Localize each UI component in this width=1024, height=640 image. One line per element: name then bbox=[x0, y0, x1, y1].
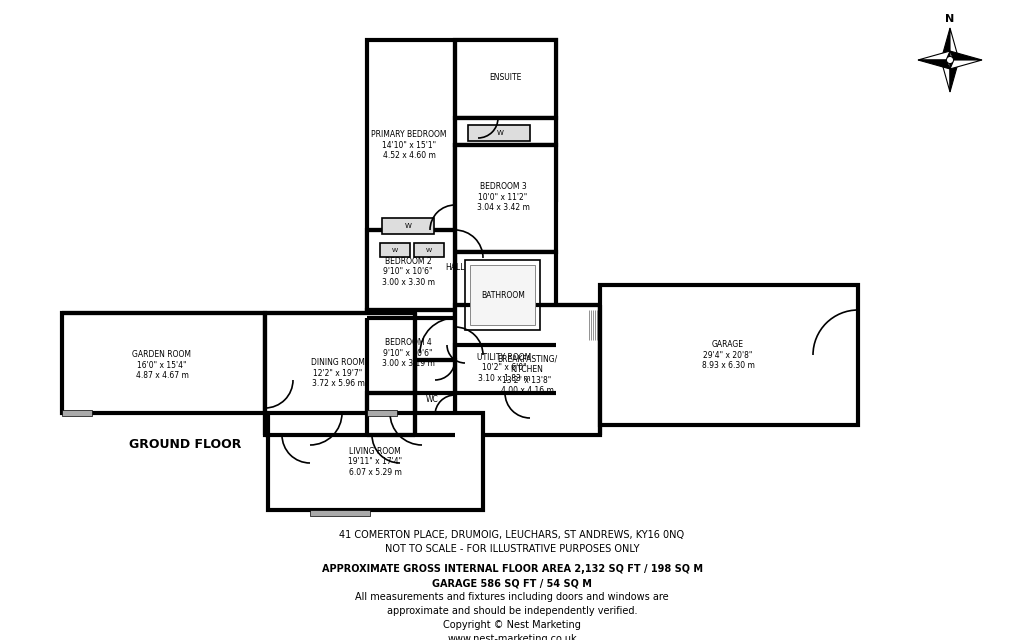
Polygon shape bbox=[455, 118, 556, 145]
Text: BATHROOM: BATHROOM bbox=[481, 291, 525, 300]
Polygon shape bbox=[455, 345, 556, 393]
Text: W: W bbox=[426, 248, 432, 253]
Text: HALL: HALL bbox=[445, 264, 465, 273]
Text: 41 COMERTON PLACE, DRUMOIG, LEUCHARS, ST ANDREWS, KY16 0NQ: 41 COMERTON PLACE, DRUMOIG, LEUCHARS, ST… bbox=[339, 530, 685, 540]
Polygon shape bbox=[268, 413, 483, 510]
Polygon shape bbox=[367, 310, 455, 393]
Polygon shape bbox=[367, 40, 556, 318]
Text: BREAKFASTING/
KITCHEN
13'2" x 13'8"
4.00 x 4.16 m: BREAKFASTING/ KITCHEN 13'2" x 13'8" 4.00… bbox=[497, 355, 557, 395]
Bar bbox=[62, 410, 92, 416]
Polygon shape bbox=[455, 40, 556, 118]
Text: GARDEN ROOM
16'0" x 15'4"
4.87 x 4.67 m: GARDEN ROOM 16'0" x 15'4" 4.87 x 4.67 m bbox=[132, 350, 191, 380]
Text: GARAGE
29'4" x 20'8"
8.93 x 6.30 m: GARAGE 29'4" x 20'8" 8.93 x 6.30 m bbox=[701, 340, 755, 370]
Bar bbox=[310, 510, 370, 516]
Text: N: N bbox=[945, 14, 954, 24]
Bar bbox=[367, 410, 397, 416]
Bar bbox=[382, 218, 434, 234]
Text: APPROXIMATE GROSS INTERNAL FLOOR AREA 2,132 SQ FT / 198 SQ M: APPROXIMATE GROSS INTERNAL FLOOR AREA 2,… bbox=[322, 564, 702, 574]
Polygon shape bbox=[600, 285, 858, 425]
Text: W: W bbox=[392, 248, 398, 253]
Text: PRIMARY BEDROOM
14'10" x 15'1"
4.52 x 4.60 m: PRIMARY BEDROOM 14'10" x 15'1" 4.52 x 4.… bbox=[372, 130, 446, 160]
Polygon shape bbox=[918, 51, 950, 60]
Text: BEDROOM 2
9'10" x 10'6"
3.00 x 3.30 m: BEDROOM 2 9'10" x 10'6" 3.00 x 3.30 m bbox=[382, 257, 434, 287]
Text: GARAGE 586 SQ FT / 54 SQ M: GARAGE 586 SQ FT / 54 SQ M bbox=[432, 578, 592, 588]
Polygon shape bbox=[367, 393, 455, 435]
Text: NOT TO SCALE - FOR ILLUSTRATIVE PURPOSES ONLY: NOT TO SCALE - FOR ILLUSTRATIVE PURPOSES… bbox=[385, 544, 639, 554]
Text: www.nest-marketing.co.uk: www.nest-marketing.co.uk bbox=[447, 634, 577, 640]
Text: ENSUITE: ENSUITE bbox=[488, 74, 521, 83]
Text: W: W bbox=[404, 223, 412, 229]
Polygon shape bbox=[950, 60, 958, 92]
Bar bbox=[468, 125, 530, 141]
Polygon shape bbox=[415, 360, 455, 435]
Polygon shape bbox=[62, 313, 265, 413]
Text: BEDROOM 3
10'0" x 11'2"
3.04 x 3.42 m: BEDROOM 3 10'0" x 11'2" 3.04 x 3.42 m bbox=[476, 182, 529, 212]
Polygon shape bbox=[918, 60, 950, 69]
Bar bbox=[380, 243, 410, 257]
Text: LIVING ROOM
19'11" x 17'4"
6.07 x 5.29 m: LIVING ROOM 19'11" x 17'4" 6.07 x 5.29 m bbox=[348, 447, 402, 477]
Polygon shape bbox=[950, 60, 982, 69]
Bar bbox=[414, 243, 444, 257]
Text: BEDROOM 4
9'10" x 10'6"
3.00 x 3.19 m: BEDROOM 4 9'10" x 10'6" 3.00 x 3.19 m bbox=[382, 338, 434, 368]
Bar bbox=[465, 260, 540, 330]
Polygon shape bbox=[950, 28, 958, 60]
Polygon shape bbox=[950, 51, 982, 60]
Text: W: W bbox=[497, 130, 504, 136]
Polygon shape bbox=[265, 313, 415, 435]
Text: UTILITY ROOM
10'2" x 6'0"
3.10 x 1.83 m: UTILITY ROOM 10'2" x 6'0" 3.10 x 1.83 m bbox=[477, 353, 531, 383]
Text: approximate and should be independently verified.: approximate and should be independently … bbox=[387, 606, 637, 616]
Polygon shape bbox=[455, 145, 556, 252]
Text: Copyright © Nest Marketing: Copyright © Nest Marketing bbox=[443, 620, 581, 630]
Text: All measurements and fixtures including doors and windows are: All measurements and fixtures including … bbox=[355, 592, 669, 602]
Polygon shape bbox=[455, 305, 600, 435]
Polygon shape bbox=[941, 28, 950, 60]
Polygon shape bbox=[941, 60, 950, 92]
Polygon shape bbox=[367, 230, 455, 318]
Text: DINING ROOM
12'2" x 19'7"
3.72 x 5.96 m: DINING ROOM 12'2" x 19'7" 3.72 x 5.96 m bbox=[311, 358, 365, 388]
Bar bbox=[470, 265, 535, 325]
Text: WC: WC bbox=[426, 396, 438, 404]
Text: GROUND FLOOR: GROUND FLOOR bbox=[129, 438, 242, 451]
Polygon shape bbox=[455, 252, 556, 345]
